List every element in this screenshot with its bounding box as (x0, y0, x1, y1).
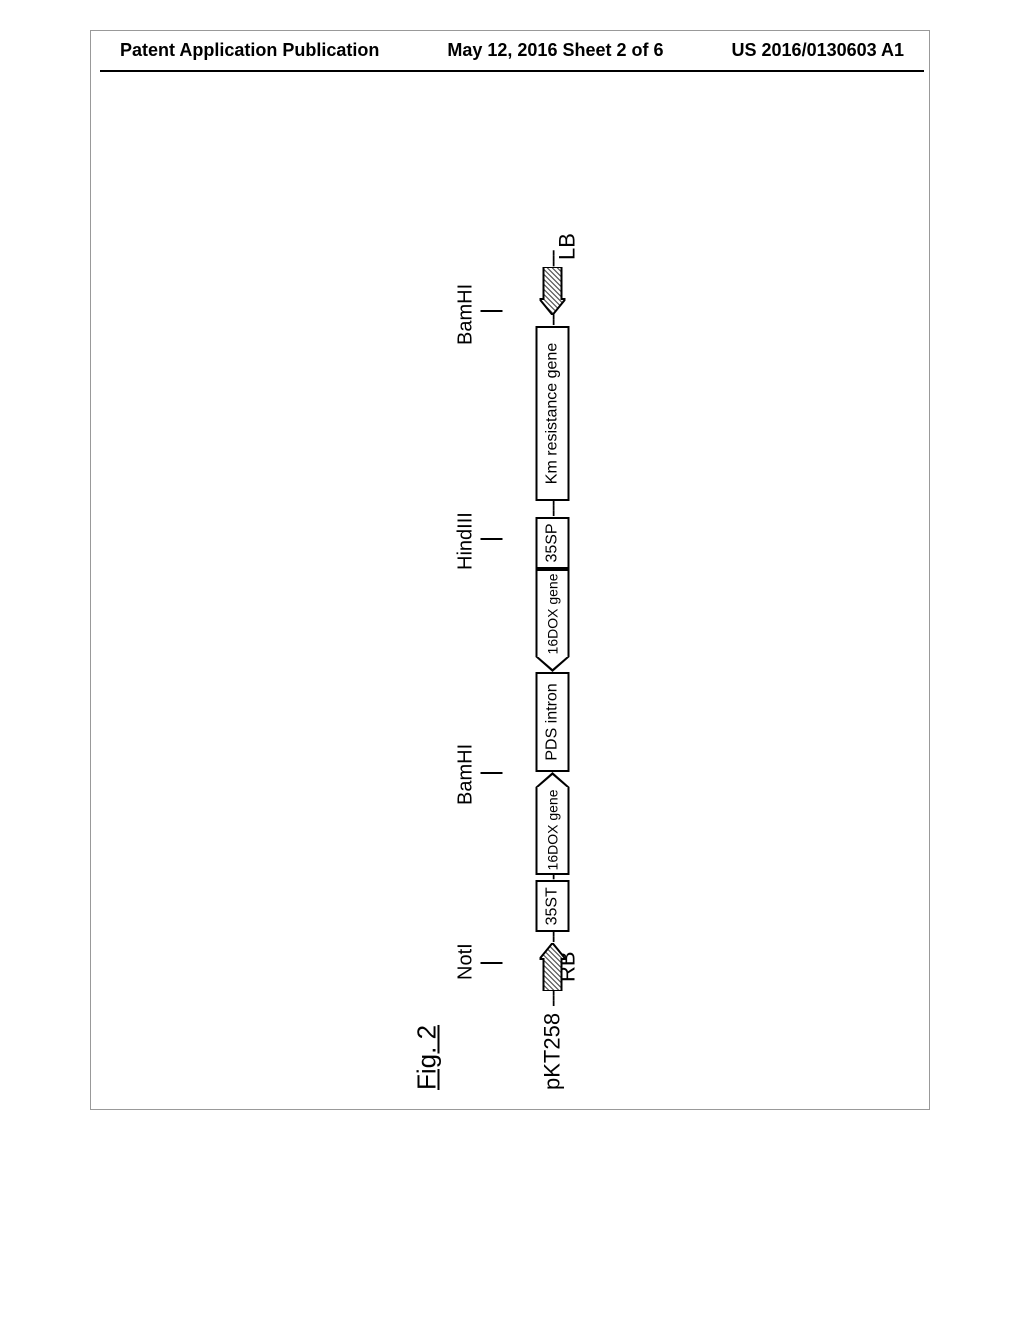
gene-16dox-sense: 16DOX gene (536, 772, 570, 875)
gene-label: 16DOX gene (536, 787, 570, 875)
site-bamhi-1: BamHI (455, 744, 478, 805)
terminator-35st: 35ST (536, 880, 570, 932)
km-resistance-gene: Km resistance gene (536, 326, 570, 501)
arrowhead-icon (536, 657, 570, 672)
gene-label: 16DOX gene (536, 569, 570, 657)
arrowhead-icon (536, 772, 570, 787)
figure-label: Fig. 2 (412, 190, 443, 1090)
lb-border-arrow (540, 267, 566, 315)
dash: --- (540, 501, 566, 517)
figure: Fig. 2 NotI BamHI HindIII BamHI RB LB pK… (412, 190, 613, 1090)
site-hindiii: HindIII (455, 512, 478, 570)
site-notl: NotI (455, 943, 478, 980)
site-line (481, 538, 503, 540)
gene-16dox-antisense: 16DOX gene (536, 569, 570, 672)
site-line (481, 310, 503, 312)
construct: NotI BamHI HindIII BamHI RB LB pKT258 --… (493, 190, 613, 1090)
dash: -- (540, 932, 566, 943)
lb-label: LB (555, 233, 581, 260)
site-bamhi-2: BamHI (455, 284, 478, 345)
site-line (481, 772, 503, 774)
dash: -- (540, 315, 566, 326)
pds-intron: PDS intron (536, 672, 570, 772)
site-line (481, 962, 503, 964)
rb-border-arrow (540, 943, 566, 991)
plasmid-name: pKT258 (540, 1013, 566, 1090)
promoter-35sp: 35SP (536, 517, 570, 569)
dash: - (540, 875, 566, 880)
dash: --- (540, 991, 566, 1007)
